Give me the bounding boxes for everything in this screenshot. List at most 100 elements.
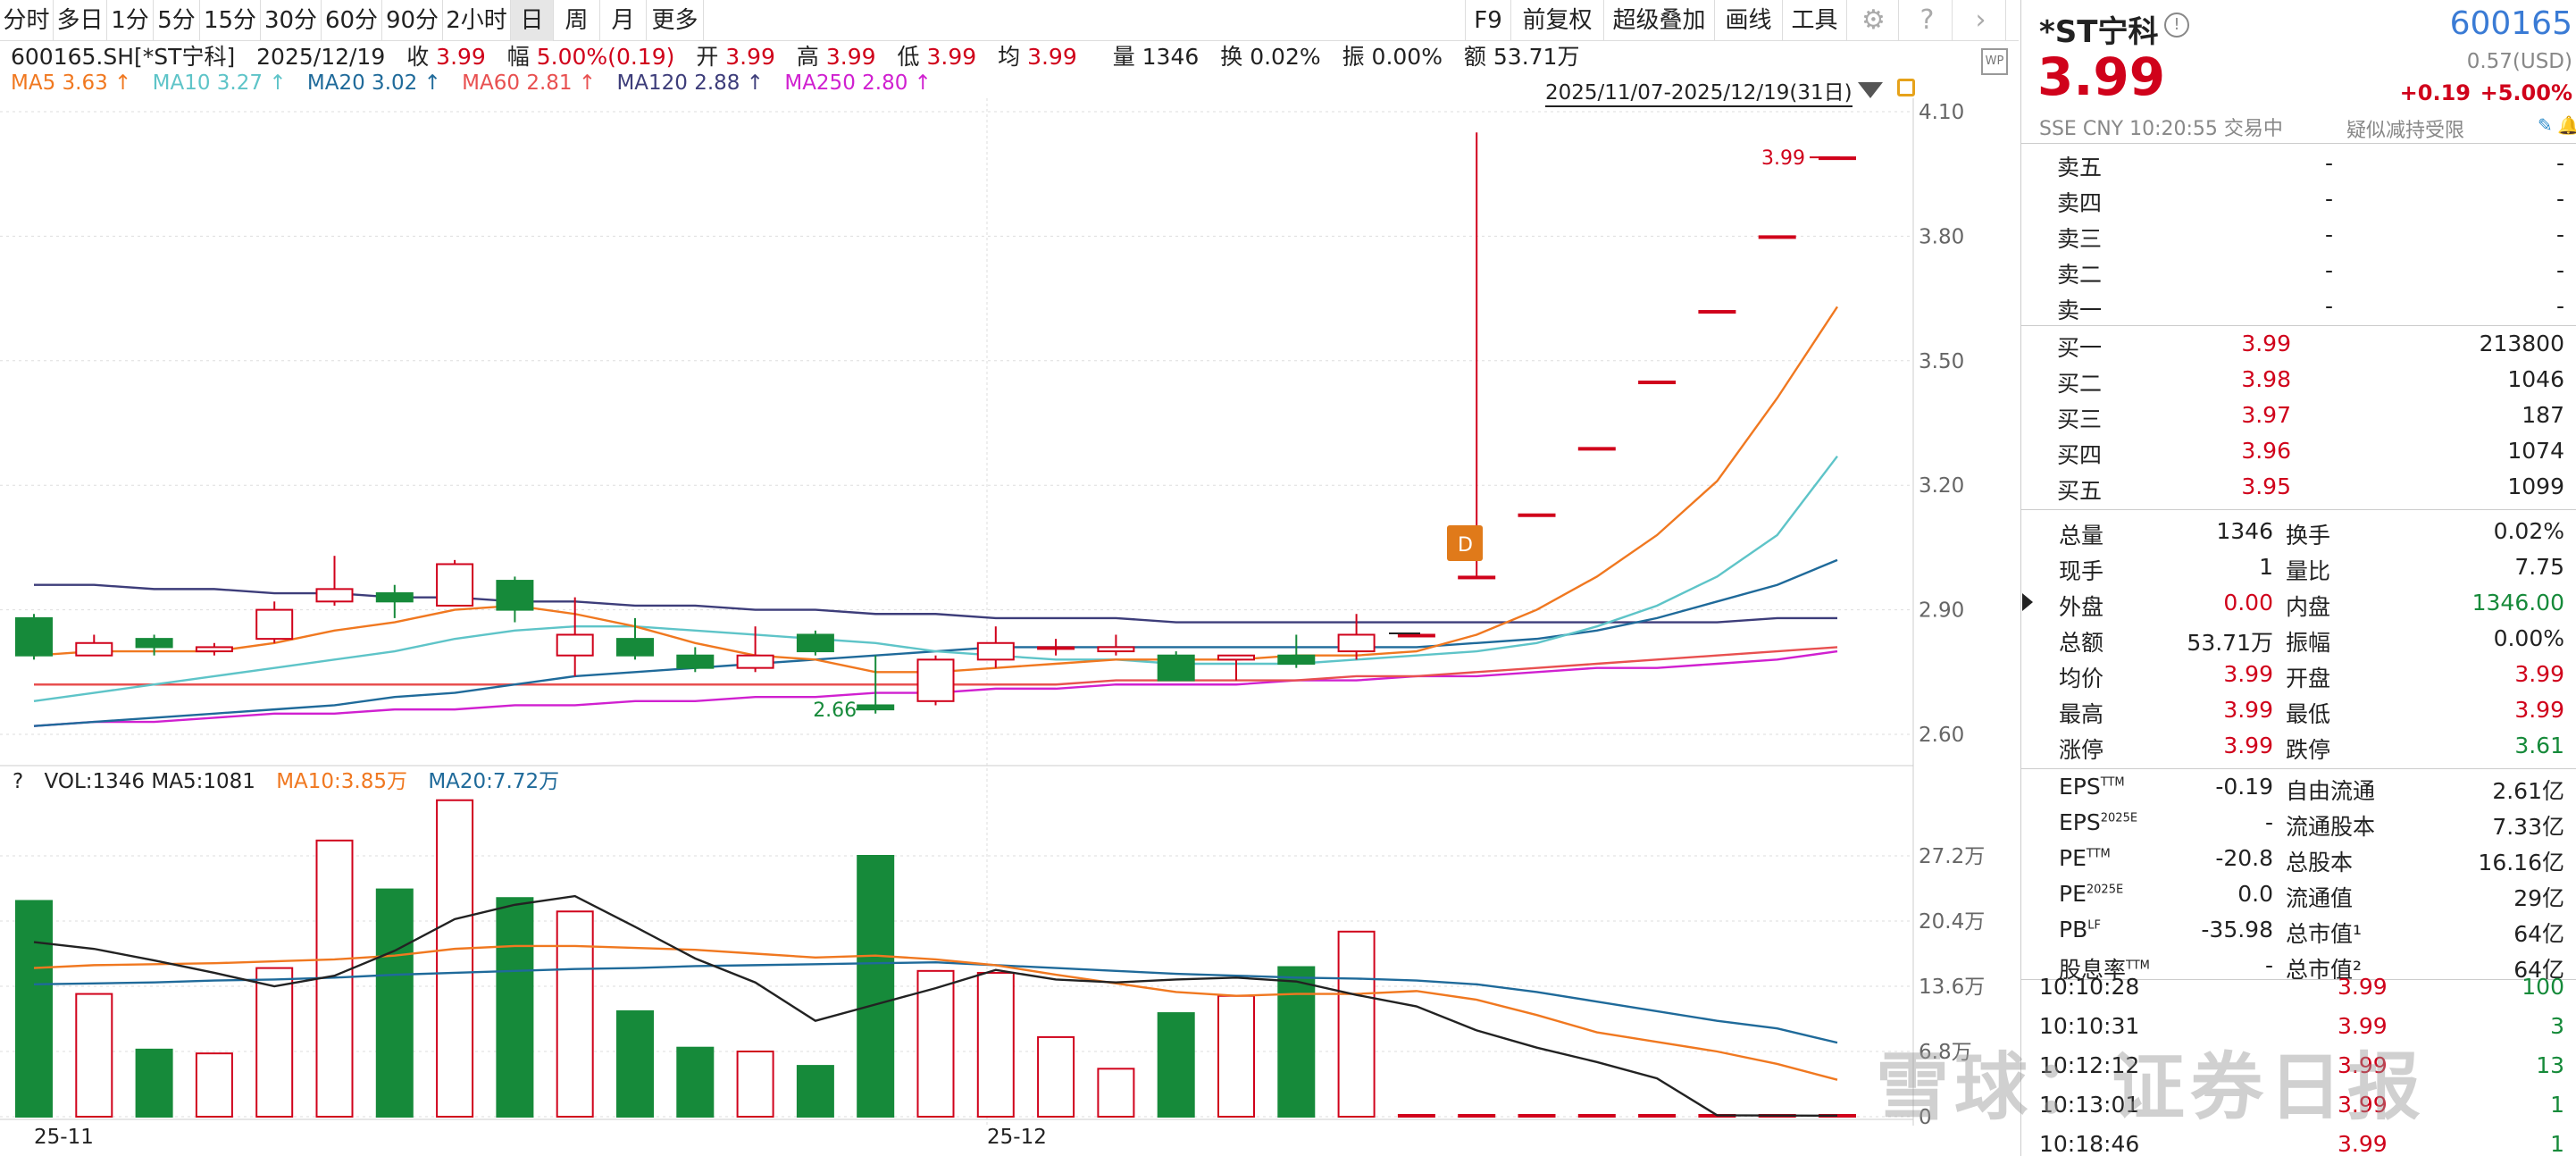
lock-icon[interactable] <box>1897 79 1915 96</box>
period-tab-12[interactable]: 更多 <box>647 0 704 41</box>
ma5-legend: MA5 3.63 ↑ <box>11 71 132 95</box>
tick-row[interactable]: 10:13:01 3.99 1 <box>2021 1088 2576 1124</box>
fund-l2: 自由流通 <box>2286 778 2376 804</box>
stats-row[interactable]: 均价 3.99 开盘 3.99 <box>2021 658 2576 693</box>
period-tab-3[interactable]: 5分 <box>154 0 200 41</box>
quote-info-bar: 600165.SH[*ST宁科] 2025/12/19 收 3.99 幅 5.0… <box>11 39 1579 71</box>
tick-price: 3.99 <box>2338 1052 2388 1078</box>
volume-legend: ? VOL:1346 MA5:1081 MA10:3.85万 MA20:7.72… <box>13 764 559 794</box>
volume-bar <box>1217 994 1255 1118</box>
level-volume: - <box>2555 257 2564 283</box>
fund-v2: 2.61亿 <box>2492 778 2564 804</box>
level-price: 3.96 <box>2241 438 2291 464</box>
buy-level-row[interactable]: 买四 3.96 1074 <box>2021 434 2576 470</box>
level-price: 3.97 <box>2241 402 2291 428</box>
vol-label: 量 <box>1112 44 1135 70</box>
fundamental-row[interactable]: PE2025E 0.0 流通值 29亿 <box>2021 877 2576 913</box>
tool-button-2[interactable]: 超级叠加 <box>1604 0 1715 41</box>
date-range-selector[interactable]: 2025/11/07-2025/12/19(31日) <box>1545 75 1853 107</box>
fundamental-row[interactable]: 股息率TTM - 总市值² 64亿 <box>2021 949 2576 984</box>
tick-volume: 13 <box>2536 1052 2564 1078</box>
open-label: 开 <box>696 44 719 70</box>
wp-icon[interactable]: WP <box>1981 48 2008 75</box>
period-tab-10[interactable]: 周 <box>554 0 600 41</box>
period-tab-7[interactable]: 90分 <box>382 0 443 41</box>
period-tab-1[interactable]: 多日 <box>54 0 107 41</box>
gear-icon[interactable]: ⚙ <box>1849 0 1899 41</box>
fundamental-row[interactable]: PBLF -35.98 总市值¹ 64亿 <box>2021 913 2576 949</box>
period-tab-5[interactable]: 30分 <box>261 0 322 41</box>
tick-row[interactable]: 10:18:46 3.99 1 <box>2021 1127 2576 1156</box>
candle-body <box>315 588 354 603</box>
close-label: 收 <box>406 44 430 70</box>
sell-level-row[interactable]: 卖五 - - <box>2021 147 2576 182</box>
period-tab-8[interactable]: 2小时 <box>443 0 511 41</box>
buy-level-row[interactable]: 买五 3.95 1099 <box>2021 470 2576 506</box>
help-icon[interactable]: ? <box>13 770 24 793</box>
buy-level-row[interactable]: 买二 3.98 1046 <box>2021 363 2576 398</box>
sell-level-row[interactable]: 卖一 - - <box>2021 289 2576 325</box>
collapse-arrow-icon[interactable] <box>2022 593 2033 611</box>
stats-row[interactable]: 总额 53.71万 振幅 0.00% <box>2021 622 2576 658</box>
tool-button-1[interactable]: 前复权 <box>1511 0 1604 41</box>
d-badge <box>1447 525 1483 561</box>
buy-level-row[interactable]: 买三 3.97 187 <box>2021 398 2576 434</box>
fund-v2: 64亿 <box>2513 921 2564 947</box>
fund-l2: 总股本 <box>2286 850 2354 875</box>
stock-code: 600165 <box>2449 5 2572 42</box>
vol-ma10-label: MA10:3.85万 <box>276 770 407 793</box>
volume-bar <box>15 900 53 1118</box>
tool-button-4[interactable]: 工具 <box>1783 0 1847 41</box>
chevron-right-icon[interactable]: › <box>1956 0 2006 41</box>
fund-v1: -20.8 <box>2215 845 2273 871</box>
tick-row[interactable]: 10:12:12 3.99 13 <box>2021 1049 2576 1085</box>
fund-v2: 7.33亿 <box>2492 814 2564 840</box>
stats-row[interactable]: 最高 3.99 最低 3.99 <box>2021 693 2576 729</box>
fundamental-row[interactable]: EPSTTM -0.19 自由流通 2.61亿 <box>2021 770 2576 806</box>
tool-button-0[interactable]: F9 <box>1465 0 1511 41</box>
amt-label: 额 <box>1463 44 1486 70</box>
stats-row[interactable]: 外盘 0.00 内盘 1346.00 <box>2021 586 2576 622</box>
watermark: 雪球：证券日报 <box>1876 1045 2427 1130</box>
period-tab-0[interactable]: 分时 <box>0 0 54 41</box>
volume-bar <box>736 1051 774 1118</box>
stat-label: 现手 <box>2059 558 2104 584</box>
candle-body <box>976 641 1015 661</box>
stats-row[interactable]: 现手 1 量比 7.75 <box>2021 550 2576 586</box>
fund-label: EPS2025E <box>2059 809 2137 835</box>
level-volume: - <box>2555 150 2564 176</box>
dropdown-triangle-icon[interactable] <box>1858 82 1883 98</box>
tool-button-3[interactable]: 画线 <box>1715 0 1783 41</box>
volume-bar <box>135 1048 173 1118</box>
help-circle-icon[interactable]: ? <box>1903 0 1953 41</box>
tick-row[interactable]: 10:10:28 3.99 100 <box>2021 970 2576 1006</box>
sell-level-row[interactable]: 卖三 - - <box>2021 218 2576 254</box>
info-icon[interactable]: ! <box>2164 13 2189 38</box>
kline-chart[interactable]: 4.10 3.80 3.50 3.20 2.90 2.60 27.2万 20.4万 13.6万 6… <box>0 0 2020 1156</box>
sell-level-row[interactable]: 卖二 - - <box>2021 254 2576 289</box>
candle-body <box>436 563 474 607</box>
period-tab-9[interactable]: 日 <box>511 0 554 41</box>
candle-body <box>1758 235 1796 239</box>
stat-value: 0.00 <box>2223 590 2273 616</box>
volume-bar <box>796 1065 834 1118</box>
period-tab-6[interactable]: 60分 <box>322 0 382 41</box>
bell-icon[interactable]: 🔔 <box>2557 114 2576 136</box>
period-tab-2[interactable]: 1分 <box>107 0 154 41</box>
fund-label: PE2025E <box>2059 881 2123 907</box>
edit-icon[interactable]: ✎ <box>2538 114 2553 136</box>
period-tab-11[interactable]: 月 <box>600 0 647 41</box>
buy-level-row[interactable]: 买一 3.99 213800 <box>2021 327 2576 363</box>
candle-body <box>496 580 534 611</box>
period-tab-4[interactable]: 15分 <box>200 0 261 41</box>
tick-price: 3.99 <box>2338 1013 2388 1039</box>
sell-level-row[interactable]: 卖四 - - <box>2021 182 2576 218</box>
fundamental-row[interactable]: EPS2025E - 流通股本 7.33亿 <box>2021 806 2576 842</box>
vol-ma20-line <box>33 960 1838 1044</box>
fundamental-row[interactable]: PETTM -20.8 总股本 16.16亿 <box>2021 842 2576 877</box>
level-label: 买五 <box>2057 478 2103 504</box>
stats-row[interactable]: 涨停 3.99 跌停 3.61 <box>2021 729 2576 765</box>
tick-row[interactable]: 10:10:31 3.99 3 <box>2021 1009 2576 1045</box>
stat-label: 跌停 <box>2286 737 2331 763</box>
stats-row[interactable]: 总量 1346 换手 0.02% <box>2021 515 2576 550</box>
